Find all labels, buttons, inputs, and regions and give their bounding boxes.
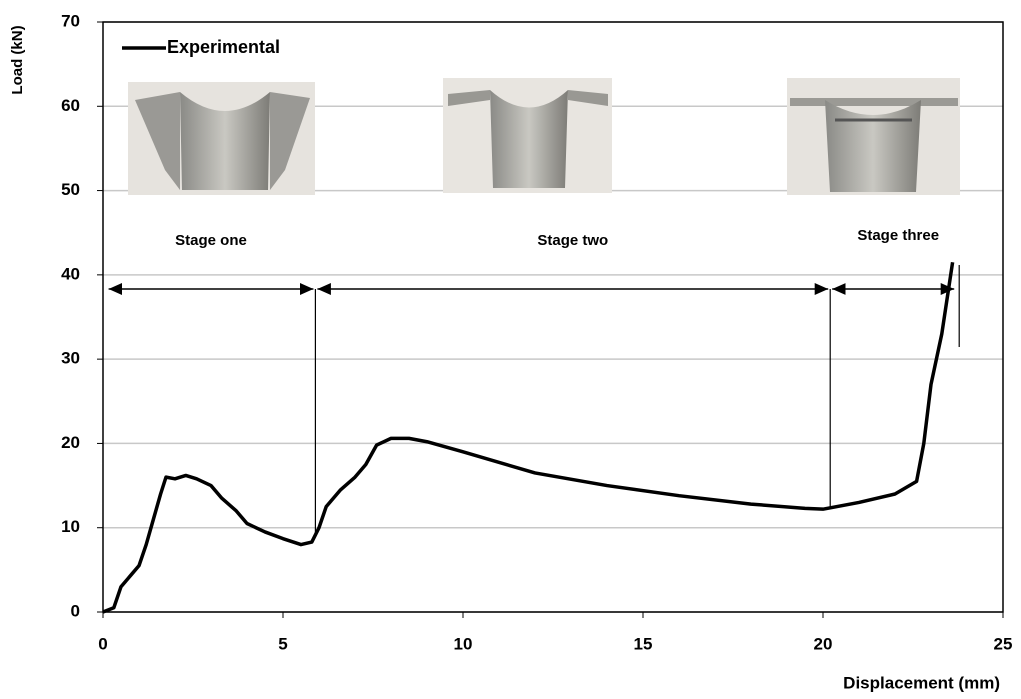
y-tick-label: 50: [61, 180, 80, 199]
stage-label: Stage two: [537, 232, 608, 249]
x-tick-label: 5: [278, 634, 287, 653]
photo: [128, 82, 315, 195]
y-axis-label: Load (kN): [9, 25, 26, 94]
y-tick-label: 20: [61, 433, 80, 452]
legend-label: Experimental: [167, 37, 280, 57]
chart: Load (kN) Displacement (mm) 010203040506…: [0, 0, 1021, 694]
x-axis-label: Displacement (mm): [843, 673, 1000, 692]
plot-area: [103, 262, 953, 612]
x-tick-label: 15: [634, 634, 653, 653]
y-tick-label: 70: [61, 11, 80, 30]
photo: [787, 78, 960, 195]
x-tick-label: 10: [454, 634, 473, 653]
y-tick-label: 40: [61, 264, 80, 283]
y-tick-label: 60: [61, 96, 80, 115]
x-tick-label: 0: [98, 634, 107, 653]
stage-label: Stage three: [857, 227, 939, 244]
photo: [443, 78, 612, 193]
x-tick-label: 20: [814, 634, 833, 653]
y-tick-label: 30: [61, 349, 80, 368]
stage-label: Stage one: [175, 232, 247, 249]
y-tick-label: 10: [61, 517, 80, 536]
y-tick-label: 0: [71, 601, 80, 620]
x-tick-label: 25: [994, 634, 1013, 653]
line: [103, 262, 953, 612]
